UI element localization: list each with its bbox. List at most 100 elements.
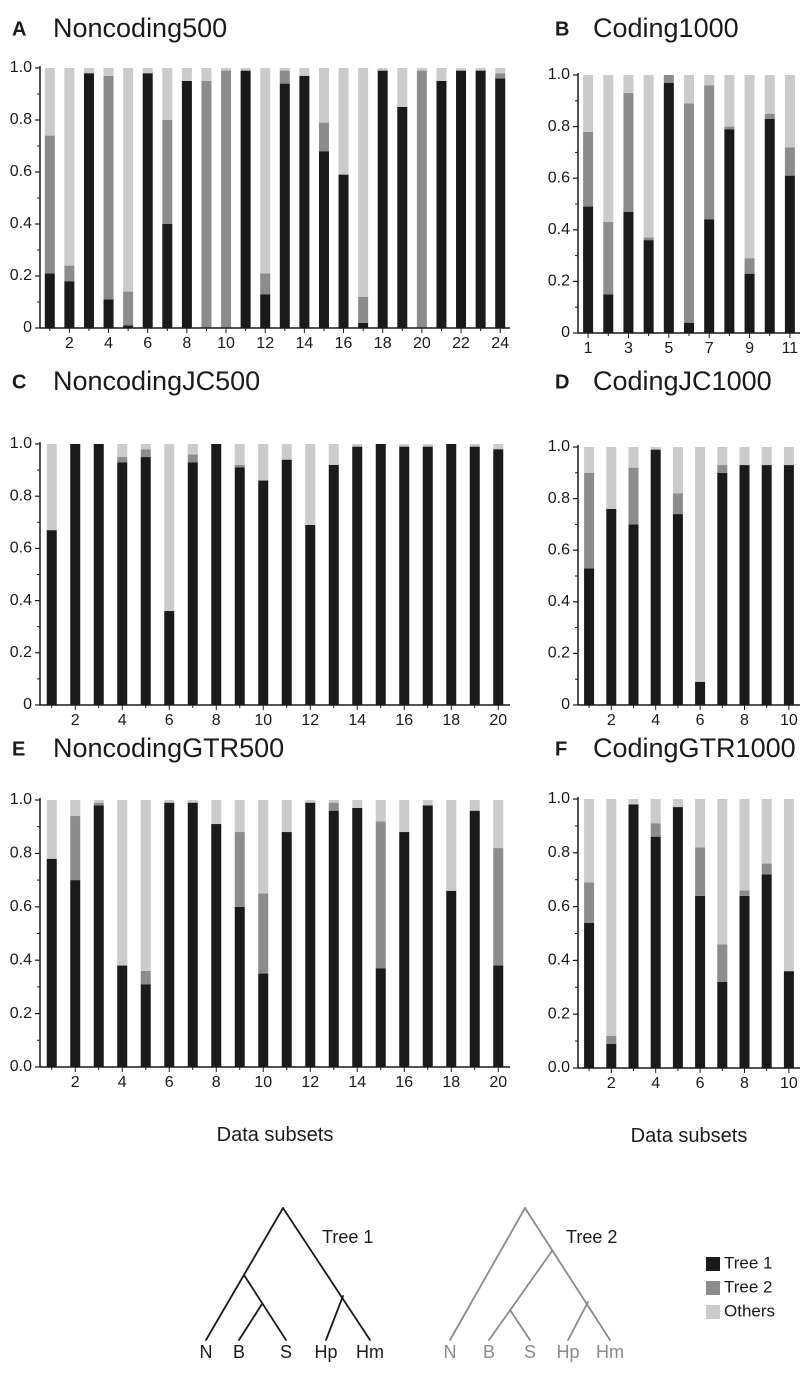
bar-others-11 — [784, 75, 795, 148]
bar-tree1-5 — [123, 325, 134, 328]
x-tick-label: 6 — [143, 335, 152, 352]
bar-others-19 — [397, 68, 408, 107]
y-tick-label: 0.0 — [10, 1058, 32, 1075]
bar-tree1-4 — [643, 240, 654, 333]
y-tick-label: 0.8 — [548, 490, 570, 507]
panel-letter: A — [12, 18, 26, 40]
bar-others-9 — [744, 75, 755, 259]
x-tick-label: 6 — [696, 1075, 705, 1092]
bar-others-4 — [643, 75, 654, 238]
bar-others-7 — [704, 75, 715, 86]
bar-tree2-1 — [44, 135, 55, 274]
bar-others-17 — [422, 444, 433, 447]
legend-label-tree1: Tree 1 — [724, 1253, 773, 1272]
x-tick-label: 1 — [584, 340, 593, 357]
bar-tree1-15 — [375, 968, 386, 1067]
bar-tree1-18 — [446, 890, 457, 1067]
bar-tree2-9 — [744, 258, 755, 274]
bar-others-7 — [187, 444, 198, 455]
x-tick-label: 12 — [256, 335, 274, 352]
tree-branch — [205, 1207, 284, 1341]
y-tick-label: 0.8 — [548, 118, 570, 135]
bar-tree1-8 — [739, 465, 750, 705]
bar-tree1-8 — [739, 895, 750, 1068]
bar-others-9 — [234, 444, 245, 465]
bar-others-8 — [211, 800, 222, 825]
y-tick-label: 0.6 — [10, 898, 32, 915]
legend-label-others: Others — [724, 1301, 775, 1320]
bar-tree1-4 — [650, 836, 661, 1068]
bar-tree2-15 — [318, 122, 329, 152]
panel-title: Coding1000 — [593, 13, 739, 43]
x-tick-label: 2 — [71, 1074, 80, 1091]
x-tick-label: 2 — [607, 712, 616, 729]
y-tick-label: 0 — [561, 696, 570, 713]
bar-others-10 — [783, 799, 794, 972]
bar-tree1-14 — [299, 75, 310, 328]
bar-tree2-13 — [279, 70, 290, 84]
bar-tree1-3 — [83, 73, 94, 328]
tree-branch — [282, 1207, 371, 1341]
x-tick-label: 20 — [413, 335, 431, 352]
bar-tree2-5 — [123, 291, 134, 326]
bar-others-12 — [305, 800, 316, 803]
bar-tree1-5 — [672, 514, 683, 705]
bar-tree1-12 — [305, 802, 316, 1067]
bar-tree1-11 — [240, 70, 251, 328]
x-tick-label: 16 — [395, 712, 413, 729]
tree-taxon-label: N — [200, 1342, 213, 1362]
bar-tree1-1 — [44, 273, 55, 328]
bar-tree2-2 — [606, 1035, 617, 1044]
bar-tree1-5 — [672, 807, 683, 1068]
x-tick-label: 11 — [782, 340, 799, 357]
bar-others-10 — [258, 800, 269, 894]
bar-tree1-1 — [584, 922, 595, 1068]
bar-others-5 — [672, 447, 683, 494]
y-tick-label: 0.8 — [548, 844, 570, 861]
bar-tree1-9 — [761, 874, 772, 1068]
y-tick-label: 0.4 — [10, 592, 32, 609]
bar-others-13 — [328, 800, 339, 803]
y-tick-label: 0 — [561, 324, 570, 341]
x-tick-label: 8 — [182, 335, 191, 352]
tree-taxon-label: Hp — [314, 1342, 337, 1362]
bar-tree2-9 — [761, 863, 772, 875]
bar-tree1-9 — [234, 906, 245, 1067]
bar-tree2-24 — [495, 73, 506, 79]
bar-tree1-10 — [764, 118, 775, 333]
bar-others-13 — [328, 444, 339, 465]
bar-others-8 — [739, 447, 750, 466]
x-tick-label: 10 — [780, 712, 798, 729]
x-tick-label: 6 — [696, 712, 705, 729]
bar-others-5 — [123, 68, 134, 292]
x-tick-label: 2 — [65, 335, 74, 352]
bar-others-15 — [375, 800, 386, 822]
bar-others-21 — [436, 68, 447, 81]
bar-tree1-15 — [375, 444, 386, 705]
panel-c: C NoncodingJC500 0 0.2 0.4 0.6 0.8 1.0 2 4 6 8 10 12 1… — [10, 366, 510, 729]
bar-tree2-6 — [684, 103, 694, 323]
bar-tree1-4 — [117, 965, 128, 1067]
bar-others-11 — [240, 68, 251, 71]
bar-others-17 — [358, 68, 369, 297]
bar-tree2-15 — [375, 821, 386, 969]
legend-swatch-others — [706, 1305, 720, 1319]
bar-others-1 — [46, 800, 57, 859]
y-tick-label: 0.2 — [10, 267, 32, 284]
bar-tree2-13 — [328, 802, 339, 811]
bar-tree1-4 — [103, 299, 114, 328]
bar-others-23 — [475, 68, 486, 71]
bar-tree2-20 — [493, 848, 504, 966]
bar-others-16 — [338, 68, 349, 175]
bar-tree1-10 — [258, 973, 269, 1067]
x-axis-label: Data subsets — [217, 1124, 334, 1146]
bar-tree1-3 — [93, 444, 104, 705]
y-tick-label: 1.0 — [10, 59, 32, 76]
tree-label: Tree 2 — [566, 1227, 617, 1247]
bar-others-18 — [446, 800, 457, 891]
panel-b: B Coding1000 0 0.2 0.4 0.6 0.8 1.0 1 3 5 7 9 11 — [548, 13, 800, 357]
bar-others-13 — [279, 68, 290, 71]
panel-letter: D — [555, 371, 569, 393]
